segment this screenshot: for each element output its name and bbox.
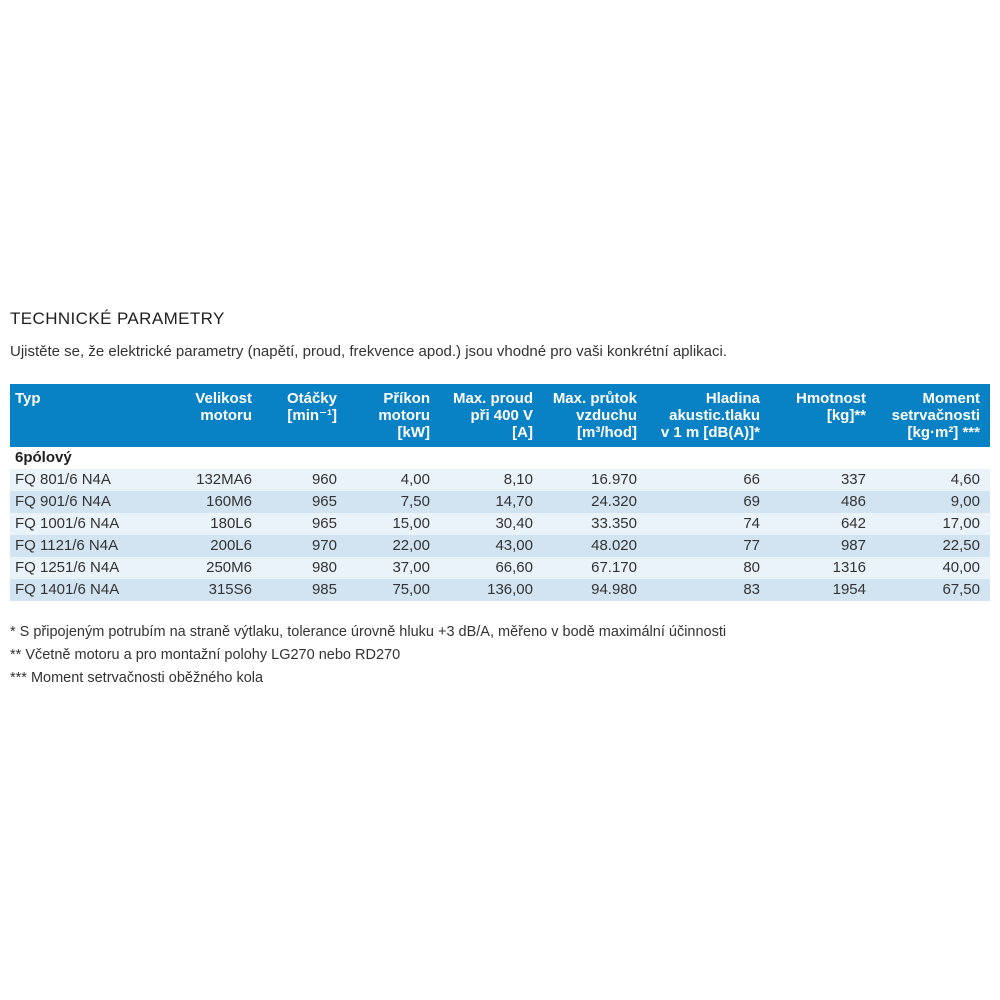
cell-velikost-motoru: 180L6	[170, 513, 262, 535]
cell-velikost-motoru: 200L6	[170, 535, 262, 557]
section-label: 6pólový	[10, 447, 990, 469]
cell-max-prutok: 48.020	[543, 535, 647, 557]
cell-typ: FQ 801/6 N4A	[10, 469, 170, 491]
cell-max-proud: 136,00	[440, 579, 543, 601]
cell-prikon: 75,00	[347, 579, 440, 601]
footnote-inertia: *** Moment setrvačnosti oběžného kola	[10, 670, 264, 686]
section-row-6polovy: 6pólový	[10, 447, 990, 469]
cell-max-prutok: 16.970	[543, 469, 647, 491]
cell-moment: 9,00	[876, 491, 990, 513]
cell-prikon: 7,50	[347, 491, 440, 513]
column-header-hmotnost: Hmotnost [kg]**	[770, 384, 876, 447]
column-header-hladina-tlaku: Hladina akustic.tlaku v 1 m [dB(A)]*	[647, 384, 770, 447]
cell-velikost-motoru: 315S6	[170, 579, 262, 601]
table-row: FQ 1001/6 N4A 180L6 965 15,00 30,40 33.3…	[10, 513, 990, 535]
cell-max-prutok: 94.980	[543, 579, 647, 601]
table-header: Typ Velikost motoru Otáčky [min⁻¹] Příko…	[10, 384, 990, 447]
cell-velikost-motoru: 132MA6	[170, 469, 262, 491]
cell-hladina: 80	[647, 557, 770, 579]
column-header-otacky: Otáčky [min⁻¹]	[262, 384, 347, 447]
cell-moment: 22,50	[876, 535, 990, 557]
cell-otacky: 960	[262, 469, 347, 491]
cell-typ: FQ 1401/6 N4A	[10, 579, 170, 601]
cell-typ: FQ 1001/6 N4A	[10, 513, 170, 535]
cell-hmotnost: 642	[770, 513, 876, 535]
cell-max-proud: 14,70	[440, 491, 543, 513]
technical-parameters-table: Typ Velikost motoru Otáčky [min⁻¹] Příko…	[10, 384, 990, 601]
cell-prikon: 37,00	[347, 557, 440, 579]
cell-max-prutok: 33.350	[543, 513, 647, 535]
table-row: FQ 1251/6 N4A 250M6 980 37,00 66,60 67.1…	[10, 557, 990, 579]
cell-otacky: 980	[262, 557, 347, 579]
column-header-velikost-motoru: Velikost motoru	[170, 384, 262, 447]
cell-max-proud: 66,60	[440, 557, 543, 579]
cell-hmotnost: 987	[770, 535, 876, 557]
column-header-max-proud: Max. proud při 400 V [A]	[440, 384, 543, 447]
footnotes: * S připojeným potrubím na straně výtlak…	[10, 621, 990, 690]
cell-hladina: 83	[647, 579, 770, 601]
cell-otacky: 985	[262, 579, 347, 601]
cell-prikon: 4,00	[347, 469, 440, 491]
table-row: FQ 1401/6 N4A 315S6 985 75,00 136,00 94.…	[10, 579, 990, 601]
table-row: FQ 801/6 N4A 132MA6 960 4,00 8,10 16.970…	[10, 469, 990, 491]
cell-otacky: 965	[262, 513, 347, 535]
footnote-weight: ** Včetně motoru a pro montažní polohy L…	[10, 647, 401, 663]
table-body: 6pólový FQ 801/6 N4A 132MA6 960 4,00 8,1…	[10, 447, 990, 601]
footnote-noise: * S připojeným potrubím na straně výtlak…	[10, 624, 727, 640]
cell-moment: 40,00	[876, 557, 990, 579]
table-row: FQ 1121/6 N4A 200L6 970 22,00 43,00 48.0…	[10, 535, 990, 557]
cell-moment: 67,50	[876, 579, 990, 601]
cell-prikon: 22,00	[347, 535, 440, 557]
page-content: TECHNICKÉ PARAMETRY Ujistěte se, že elek…	[10, 309, 990, 690]
header-row: Typ Velikost motoru Otáčky [min⁻¹] Příko…	[10, 384, 990, 447]
cell-hladina: 77	[647, 535, 770, 557]
cell-hladina: 74	[647, 513, 770, 535]
page-intro: Ujistěte se, že elektrické parametry (na…	[10, 343, 728, 360]
column-header-prikon-motoru: Příkon motoru [kW]	[347, 384, 440, 447]
cell-hladina: 69	[647, 491, 770, 513]
column-header-max-prutok: Max. průtok vzduchu [m³/hod]	[543, 384, 647, 447]
column-header-moment-setrvacnosti: Moment setrvačnosti [kg·m²] ***	[876, 384, 990, 447]
cell-velikost-motoru: 160M6	[170, 491, 262, 513]
cell-max-proud: 8,10	[440, 469, 543, 491]
cell-typ: FQ 901/6 N4A	[10, 491, 170, 513]
page-title: TECHNICKÉ PARAMETRY	[10, 309, 225, 328]
cell-max-proud: 43,00	[440, 535, 543, 557]
cell-hmotnost: 337	[770, 469, 876, 491]
cell-otacky: 965	[262, 491, 347, 513]
cell-hmotnost: 1954	[770, 579, 876, 601]
cell-hladina: 66	[647, 469, 770, 491]
cell-max-prutok: 24.320	[543, 491, 647, 513]
cell-velikost-motoru: 250M6	[170, 557, 262, 579]
cell-moment: 4,60	[876, 469, 990, 491]
cell-max-proud: 30,40	[440, 513, 543, 535]
cell-moment: 17,00	[876, 513, 990, 535]
cell-typ: FQ 1121/6 N4A	[10, 535, 170, 557]
cell-otacky: 970	[262, 535, 347, 557]
cell-prikon: 15,00	[347, 513, 440, 535]
cell-max-prutok: 67.170	[543, 557, 647, 579]
column-header-typ: Typ	[10, 384, 170, 447]
table-row: FQ 901/6 N4A 160M6 965 7,50 14,70 24.320…	[10, 491, 990, 513]
cell-hmotnost: 1316	[770, 557, 876, 579]
cell-hmotnost: 486	[770, 491, 876, 513]
cell-typ: FQ 1251/6 N4A	[10, 557, 170, 579]
